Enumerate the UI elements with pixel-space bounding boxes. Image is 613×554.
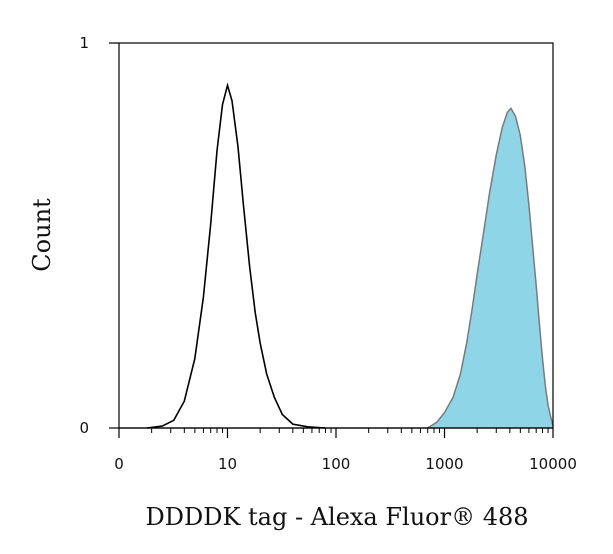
x-tick-label: 0: [114, 455, 124, 473]
x-tick-label: 10: [218, 455, 237, 473]
series-2-fill: [427, 108, 553, 429]
series-layer: [146, 82, 554, 429]
x-tick-label: 1000: [425, 455, 463, 473]
x-axis-title: DDDDK tag - Alexa Fluor® 488: [145, 503, 528, 531]
y-tick-label: 1: [79, 34, 89, 52]
series-2-edge: [427, 107, 554, 429]
x-tick-label: 10000: [529, 455, 577, 473]
x-axis: 0 10 100 1000 10000: [114, 427, 577, 473]
y-axis-title: Count: [28, 198, 56, 272]
y-axis: 01: [79, 34, 119, 437]
x-tick-label: 100: [322, 455, 351, 473]
y-tick-label: 0: [79, 419, 89, 437]
series-1-outline: [146, 82, 326, 429]
